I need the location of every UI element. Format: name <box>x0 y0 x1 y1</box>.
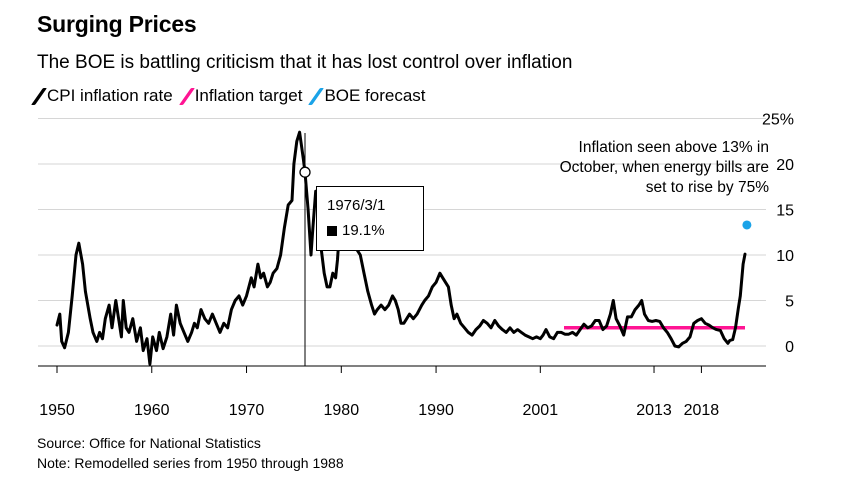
source-note: Source: Office for National Statistics <box>37 435 261 451</box>
x-tick-label: 1990 <box>418 402 454 419</box>
legend-item-forecast[interactable]: BOE forecast <box>308 86 426 106</box>
y-tick-label: 25% <box>762 112 794 129</box>
chart-subtitle: The BOE is battling criticism that it ha… <box>37 52 573 73</box>
remodel-note: Note: Remodelled series from 1950 throug… <box>37 455 344 471</box>
legend-label-forecast: BOE forecast <box>324 86 426 105</box>
tooltip-value: 19.1% <box>342 222 385 239</box>
legend: CPI inflation rate Inflation target BOE … <box>31 86 426 106</box>
forecast-annotation: Inflation seen above 13% in October, whe… <box>559 139 769 196</box>
x-tick-label: 1950 <box>39 402 75 419</box>
boe-forecast-point[interactable] <box>742 220 752 230</box>
x-tick-label: 1980 <box>324 402 360 419</box>
x-tick-label: 2001 <box>523 402 559 419</box>
x-tick-label: 2013 <box>636 402 672 419</box>
y-axis-ticks: 25% 20 15 10 5 0 <box>762 112 794 357</box>
x-tick-label: 2018 <box>684 402 720 419</box>
grid-lines <box>38 118 766 367</box>
y-tick-label: 0 <box>785 339 794 356</box>
hover-marker <box>299 166 311 178</box>
y-tick-label: 5 <box>785 294 794 311</box>
cpi-inflation-line[interactable] <box>55 130 747 366</box>
tooltip-swatch <box>327 225 337 236</box>
legend-item-cpi[interactable]: CPI inflation rate <box>31 86 173 106</box>
legend-item-target[interactable]: Inflation target <box>178 86 303 106</box>
tooltip-date: 1976/3/1 <box>327 197 386 214</box>
y-tick-label: 15 <box>776 203 794 220</box>
chart-title: Surging Prices <box>37 11 197 37</box>
legend-label-cpi: CPI inflation rate <box>47 86 173 105</box>
tooltip-value-row: 19.1% <box>327 222 385 239</box>
x-tick-label: 1960 <box>134 402 170 419</box>
y-tick-label: 10 <box>776 248 794 265</box>
x-axis-ticks: 1950 1960 1970 1980 1990 2001 2013 2018 <box>39 366 719 419</box>
legend-label-target: Inflation target <box>194 86 303 105</box>
tooltip: 1976/3/1 19.1% <box>316 186 424 251</box>
x-tick-label: 1970 <box>229 402 265 419</box>
y-tick-label: 20 <box>776 157 794 174</box>
